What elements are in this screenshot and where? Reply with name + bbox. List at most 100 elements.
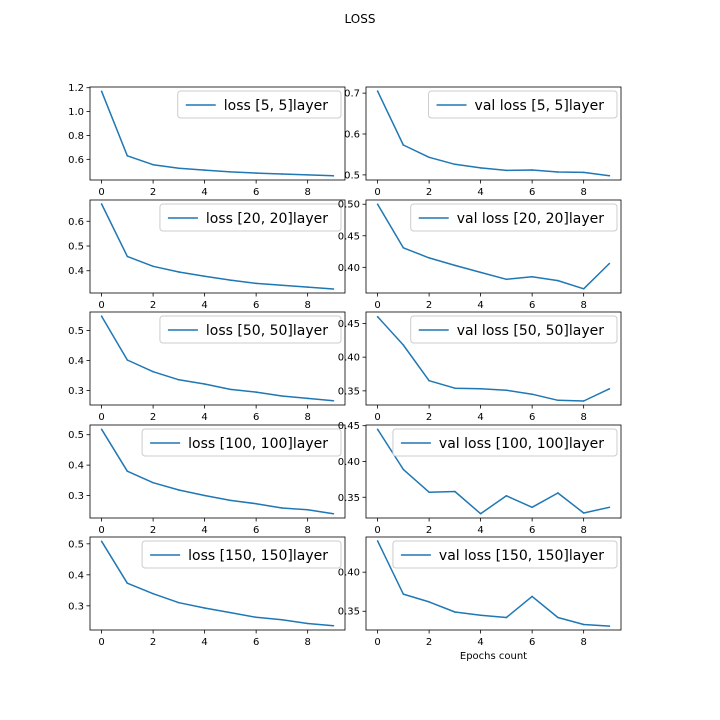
y-tick-label: 0.6 <box>68 217 84 228</box>
data-point <box>255 391 257 393</box>
data-point <box>152 592 154 595</box>
legend-label: val loss [5, 5]layer <box>475 98 605 114</box>
x-tick-label: 0 <box>98 187 104 198</box>
data-point <box>608 625 611 627</box>
legend-box <box>141 428 342 457</box>
series-line <box>376 203 610 290</box>
y-tick-label: 0.3 <box>68 601 84 612</box>
y-tick-label: 0.3 <box>68 491 84 502</box>
x-tick-label: 8 <box>580 525 586 536</box>
data-point <box>332 175 335 177</box>
data-point <box>505 169 508 172</box>
data-point <box>479 167 482 169</box>
x-tick-label: 6 <box>253 187 259 198</box>
y-tick-label: 0.35 <box>338 386 360 397</box>
data-point <box>428 601 430 603</box>
x-tick-label: 6 <box>253 300 259 311</box>
series-line <box>376 540 610 627</box>
y-tick-label: 0.45 <box>338 421 360 432</box>
data-point <box>332 512 335 515</box>
subplot-panel: 0 2 4 6 8 0.35 0.40 0.45 val loss [50, 50]layer <box>338 311 622 423</box>
legend-label: loss [100, 100]layer <box>188 436 328 452</box>
legend-box <box>392 540 618 569</box>
x-tick-label: 4 <box>201 187 207 198</box>
data-point <box>479 388 482 390</box>
y-tick-label: 1.0 <box>68 107 84 118</box>
y-tick-label: 0.7 <box>344 89 360 100</box>
data-point <box>582 287 585 290</box>
x-tick-label: 2 <box>426 525 432 536</box>
data-point <box>152 370 154 373</box>
data-point <box>454 611 456 613</box>
legend-label: val loss [150, 150]layer <box>439 548 604 564</box>
y-tick-label: 0.50 <box>338 200 360 211</box>
data-point <box>229 171 232 173</box>
x-tick-label: 6 <box>529 525 535 536</box>
legend-box <box>392 428 618 457</box>
x-tick-label: 0 <box>374 300 380 311</box>
y-tick-label: 0.5 <box>68 242 84 253</box>
data-point <box>402 246 405 249</box>
x-axis-label: Epochs count <box>460 651 527 662</box>
data-point <box>152 265 154 268</box>
y-tick-label: 0.40 <box>338 457 360 468</box>
x-tick-label: 0 <box>98 525 104 536</box>
y-tick-label: 0.35 <box>338 607 360 618</box>
data-point <box>479 512 482 515</box>
data-point <box>126 470 129 472</box>
legend-box <box>177 90 342 119</box>
legend-label: val loss [20, 20]layer <box>457 211 605 227</box>
data-point <box>332 288 335 290</box>
data-point <box>582 171 585 174</box>
x-tick-label: 0 <box>98 637 104 648</box>
data-point <box>281 618 283 621</box>
x-tick-label: 8 <box>304 187 310 198</box>
data-point <box>505 278 508 281</box>
data-point <box>557 279 559 282</box>
data-point <box>306 397 309 400</box>
data-point <box>402 468 405 471</box>
x-tick-label: 6 <box>529 412 535 423</box>
subplot-panel: 0 2 4 6 8 0.35 0.40 0.45 val loss [100, 100]laye… <box>338 421 622 536</box>
data-point <box>505 495 508 497</box>
legend-box <box>159 203 342 232</box>
data-point <box>428 156 430 159</box>
x-tick-label: 2 <box>150 187 156 198</box>
data-point <box>281 284 283 287</box>
data-point <box>608 388 611 390</box>
x-tick-label: 2 <box>150 412 156 423</box>
x-tick-label: 2 <box>150 300 156 311</box>
y-tick-label: 0.4 <box>68 461 84 472</box>
x-tick-label: 0 <box>98 300 104 311</box>
legend-label: loss [20, 20]layer <box>206 211 328 227</box>
series-line <box>100 315 334 402</box>
data-point <box>428 491 430 494</box>
y-tick-label: 0.40 <box>338 263 360 274</box>
x-tick-label: 6 <box>529 300 535 311</box>
series-line <box>100 540 334 627</box>
legend-box <box>159 315 342 344</box>
data-point <box>557 171 559 173</box>
data-point <box>255 172 257 174</box>
y-tick-label: 0.4 <box>68 570 84 581</box>
x-tick-label: 2 <box>426 412 432 423</box>
data-point <box>100 315 103 318</box>
series-line <box>100 91 334 177</box>
x-tick-label: 2 <box>426 637 432 648</box>
data-point <box>582 512 585 514</box>
data-point <box>178 271 180 273</box>
y-tick-label: 0.5 <box>68 430 84 441</box>
data-point <box>126 255 129 258</box>
data-point <box>306 174 309 176</box>
data-point <box>531 595 533 598</box>
data-point <box>454 387 456 389</box>
data-point <box>255 616 257 619</box>
data-point <box>531 275 533 278</box>
x-tick-label: 4 <box>201 637 207 648</box>
series-line <box>376 428 610 515</box>
data-point <box>306 508 309 511</box>
x-tick-label: 4 <box>477 637 483 648</box>
x-tick-label: 4 <box>201 300 207 311</box>
x-tick-label: 8 <box>580 187 586 198</box>
